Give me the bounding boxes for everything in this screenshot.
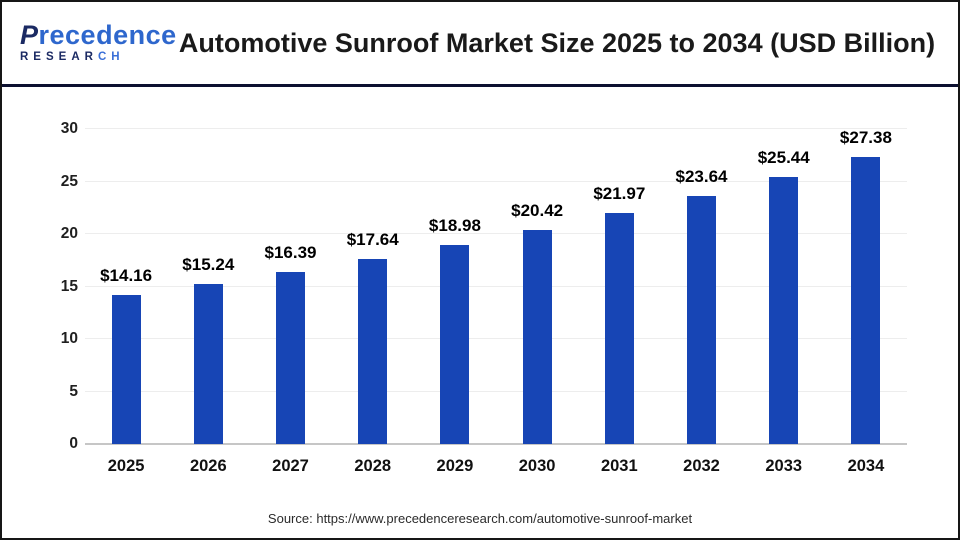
bar-value-label: $23.64 xyxy=(675,166,728,186)
logo-sub-text: RESEARCH xyxy=(20,52,170,64)
source-text: Source: https://www.precedenceresearch.c… xyxy=(267,511,693,526)
bar-value-label: $14.16 xyxy=(100,266,153,286)
x-tick-label: 2028 xyxy=(354,457,392,475)
page-title: Automotive Sunroof Market Size 2025 to 2… xyxy=(178,27,936,58)
bar xyxy=(440,244,470,444)
bar-value-label: $25.44 xyxy=(757,147,810,167)
y-tick-label: 5 xyxy=(69,382,78,400)
bar xyxy=(111,295,141,444)
bar xyxy=(604,213,634,444)
x-tick-label: 2033 xyxy=(765,457,803,475)
y-axis: 0 5 10 15 20 25 30 xyxy=(32,120,78,452)
bar-group-2031: $21.97 xyxy=(578,184,660,444)
header: Precedence RESEARCH Automotive Sunroof M… xyxy=(2,2,958,84)
gridline xyxy=(85,338,907,339)
logo-sub-dark: RESEAR xyxy=(20,51,98,64)
bar xyxy=(358,258,388,444)
bar-group-2030: $20.42 xyxy=(496,201,578,444)
gridline xyxy=(85,285,907,287)
gridline xyxy=(85,390,907,392)
bar-group-2026: $15.24 xyxy=(167,255,249,444)
x-tick-label: 2026 xyxy=(189,457,227,475)
gridline xyxy=(85,233,907,234)
x-tick-label: 2029 xyxy=(436,457,474,475)
bar-chart: 0 5 10 15 20 25 30 $14.16 $15.24 xyxy=(2,87,958,538)
x-axis-line xyxy=(85,443,907,445)
gridline xyxy=(85,180,907,182)
bar-group-2033: $25.44 xyxy=(743,148,825,444)
bar-value-label: $18.98 xyxy=(428,215,481,235)
bar-value-label: $17.64 xyxy=(346,229,399,249)
header-divider xyxy=(2,84,958,87)
bar-group-2034: $27.38 xyxy=(825,127,907,444)
bar-group-2028: $17.64 xyxy=(332,230,414,444)
plot-area: $14.16 $15.24 $16.39 $17.64 $18.98 xyxy=(85,128,907,445)
x-tick-label: 2032 xyxy=(683,457,720,475)
y-tick-label: 15 xyxy=(60,277,78,295)
x-tick-label: 2025 xyxy=(107,457,145,475)
bar-value-label: $16.39 xyxy=(264,242,317,262)
logo-sub-blue: CH xyxy=(97,51,125,64)
x-tick-label: 2027 xyxy=(272,457,309,475)
bar-group-2032: $23.64 xyxy=(660,167,742,444)
bar xyxy=(522,229,552,444)
bar xyxy=(769,176,799,444)
precedence-logo: Precedence RESEARCH xyxy=(2,20,177,64)
bar xyxy=(687,195,717,444)
bar xyxy=(193,284,223,444)
x-axis: 2025 2026 2027 2028 2029 2030 2031 2032 … xyxy=(85,457,907,476)
bar-series: $14.16 $15.24 $16.39 $17.64 $18.98 xyxy=(85,69,907,444)
y-tick-label: 0 xyxy=(69,435,78,452)
y-tick-label: 25 xyxy=(60,172,78,190)
bar-group-2027: $16.39 xyxy=(249,243,331,444)
x-tick-label: 2031 xyxy=(600,457,638,475)
bar-value-label: $20.42 xyxy=(511,200,564,220)
x-tick-label: 2030 xyxy=(518,457,556,475)
bar-value-label: $21.97 xyxy=(593,184,646,204)
gridline xyxy=(85,128,907,129)
bar-group-2029: $18.98 xyxy=(414,216,496,444)
y-tick-label: 30 xyxy=(60,120,78,137)
bar-value-label: $27.38 xyxy=(839,127,892,147)
y-tick-label: 10 xyxy=(60,330,78,347)
x-tick-label: 2034 xyxy=(847,457,885,475)
y-tick-label: 20 xyxy=(60,225,78,242)
bar-value-label: $15.24 xyxy=(182,255,235,274)
bar xyxy=(851,156,881,444)
bar xyxy=(276,271,305,444)
logo-brand-text: Precedence xyxy=(20,20,177,51)
bar-group-2025: $14.16 xyxy=(85,266,167,444)
